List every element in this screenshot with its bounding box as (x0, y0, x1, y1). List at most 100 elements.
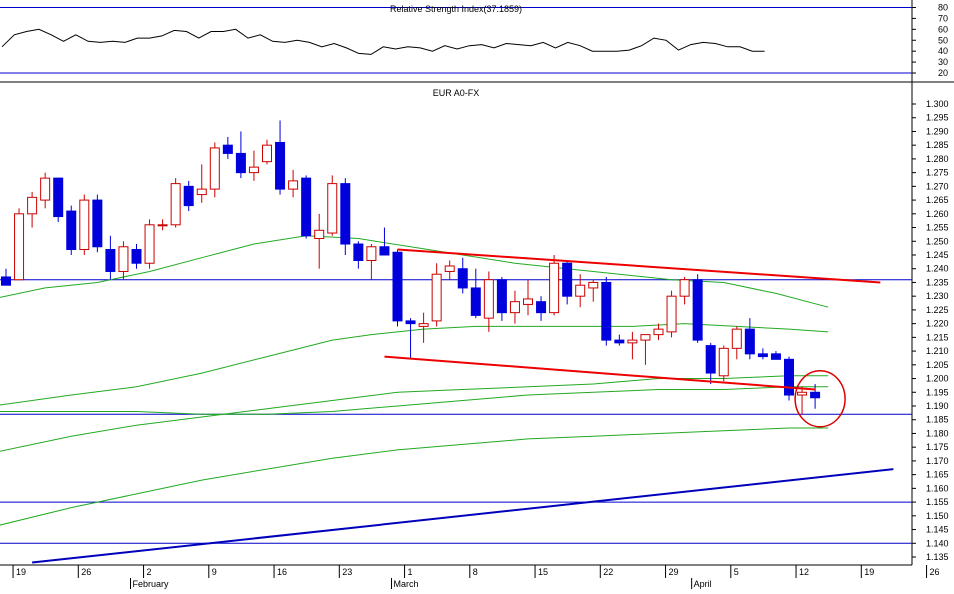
candle-body (170, 183, 181, 226)
x-tick-label: 1 (408, 567, 413, 577)
rsi-tick-label: 70 (938, 13, 948, 23)
candle-body (118, 246, 129, 272)
candle-body (810, 391, 821, 399)
candle (183, 180, 194, 212)
x-tick-label: 22 (603, 567, 613, 577)
price-tick-label: 1.195 (926, 387, 949, 397)
candle (301, 175, 312, 239)
candle-body (418, 323, 429, 327)
candle-body (601, 281, 612, 341)
candle (797, 386, 808, 415)
price-tick-label: 1.275 (926, 168, 949, 178)
price-tick-label: 1.225 (926, 305, 949, 315)
rsi-tick-label: 20 (938, 68, 948, 78)
candle-body (509, 301, 520, 314)
candle-body (496, 279, 507, 314)
moving-average-line-4 (0, 375, 829, 452)
trend-line-red (384, 355, 816, 391)
trend-line-blue (31, 468, 894, 564)
rsi-tick-label: 80 (938, 3, 948, 13)
x-tick-label: 19 (16, 567, 26, 577)
candle-body (327, 183, 338, 234)
candle (692, 274, 703, 343)
candle-body (744, 328, 755, 355)
candle (457, 257, 468, 294)
candle (523, 279, 533, 316)
candle (444, 260, 455, 280)
price-tick-label: 1.165 (926, 470, 949, 480)
price-tick-label: 1.265 (926, 195, 949, 205)
price-tick-label: 1.250 (926, 236, 949, 246)
candle-body (79, 199, 90, 251)
candle-body (549, 262, 560, 314)
candle-body (1, 276, 11, 286)
candle (810, 384, 821, 409)
candle (679, 276, 690, 305)
candle-body (757, 353, 768, 358)
x-tick-label: 19 (864, 567, 874, 577)
candle (14, 208, 25, 281)
price-tick-label: 1.285 (926, 140, 949, 150)
price-tick-label: 1.290 (926, 126, 949, 136)
candle (40, 172, 51, 209)
candle (784, 356, 794, 401)
price-tick-label: 1.200 (926, 374, 949, 384)
trend-line-red (397, 248, 881, 284)
candle-body (131, 249, 142, 264)
candle-body (366, 246, 377, 261)
candle-body (705, 345, 716, 374)
moving-average-line-3 (0, 386, 829, 415)
candle-body (262, 144, 272, 163)
candle-body (301, 177, 312, 237)
candle (744, 318, 755, 360)
candle (536, 296, 547, 321)
x-tick-label: 16 (277, 567, 287, 577)
candle (144, 219, 155, 269)
candle (601, 276, 612, 346)
candle (549, 255, 560, 316)
candle (366, 244, 377, 280)
month-label: March (394, 579, 419, 589)
rsi-tick-label: 40 (938, 46, 948, 56)
price-tick-label: 1.215 (926, 332, 949, 342)
candle (718, 345, 729, 382)
candle-body (92, 199, 103, 248)
candle (248, 150, 259, 181)
candle-body (614, 339, 625, 344)
candle (170, 178, 181, 228)
candle (275, 120, 286, 195)
candle-body (288, 180, 299, 190)
candle (353, 241, 364, 269)
candle (483, 271, 494, 332)
candle-body (314, 229, 325, 240)
x-tick-label: 26 (81, 567, 91, 577)
candle-body (196, 188, 207, 196)
candle (627, 331, 638, 360)
candle-body (235, 152, 246, 174)
candle (131, 244, 142, 269)
candle (105, 235, 116, 280)
candle-body (53, 177, 64, 218)
candle-body (666, 295, 677, 333)
candle-body (183, 185, 194, 207)
candle-body (483, 279, 494, 319)
candle (588, 279, 599, 302)
candle-body (784, 358, 794, 396)
price-tick-label: 1.160 (926, 483, 949, 493)
candle (66, 205, 77, 255)
candle-body (40, 177, 51, 201)
x-tick-label: 2 (147, 567, 152, 577)
candle (731, 326, 742, 360)
candle (379, 227, 390, 256)
x-tick-label: 15 (538, 567, 548, 577)
price-tick-label: 1.190 (926, 401, 949, 411)
candle (496, 276, 507, 321)
price-panel (0, 120, 912, 564)
candle-body (470, 287, 481, 316)
candle-body (770, 353, 781, 360)
candle (118, 241, 129, 280)
moving-average-line-5 (0, 427, 829, 526)
candle (53, 177, 64, 223)
candle-body (27, 196, 38, 215)
